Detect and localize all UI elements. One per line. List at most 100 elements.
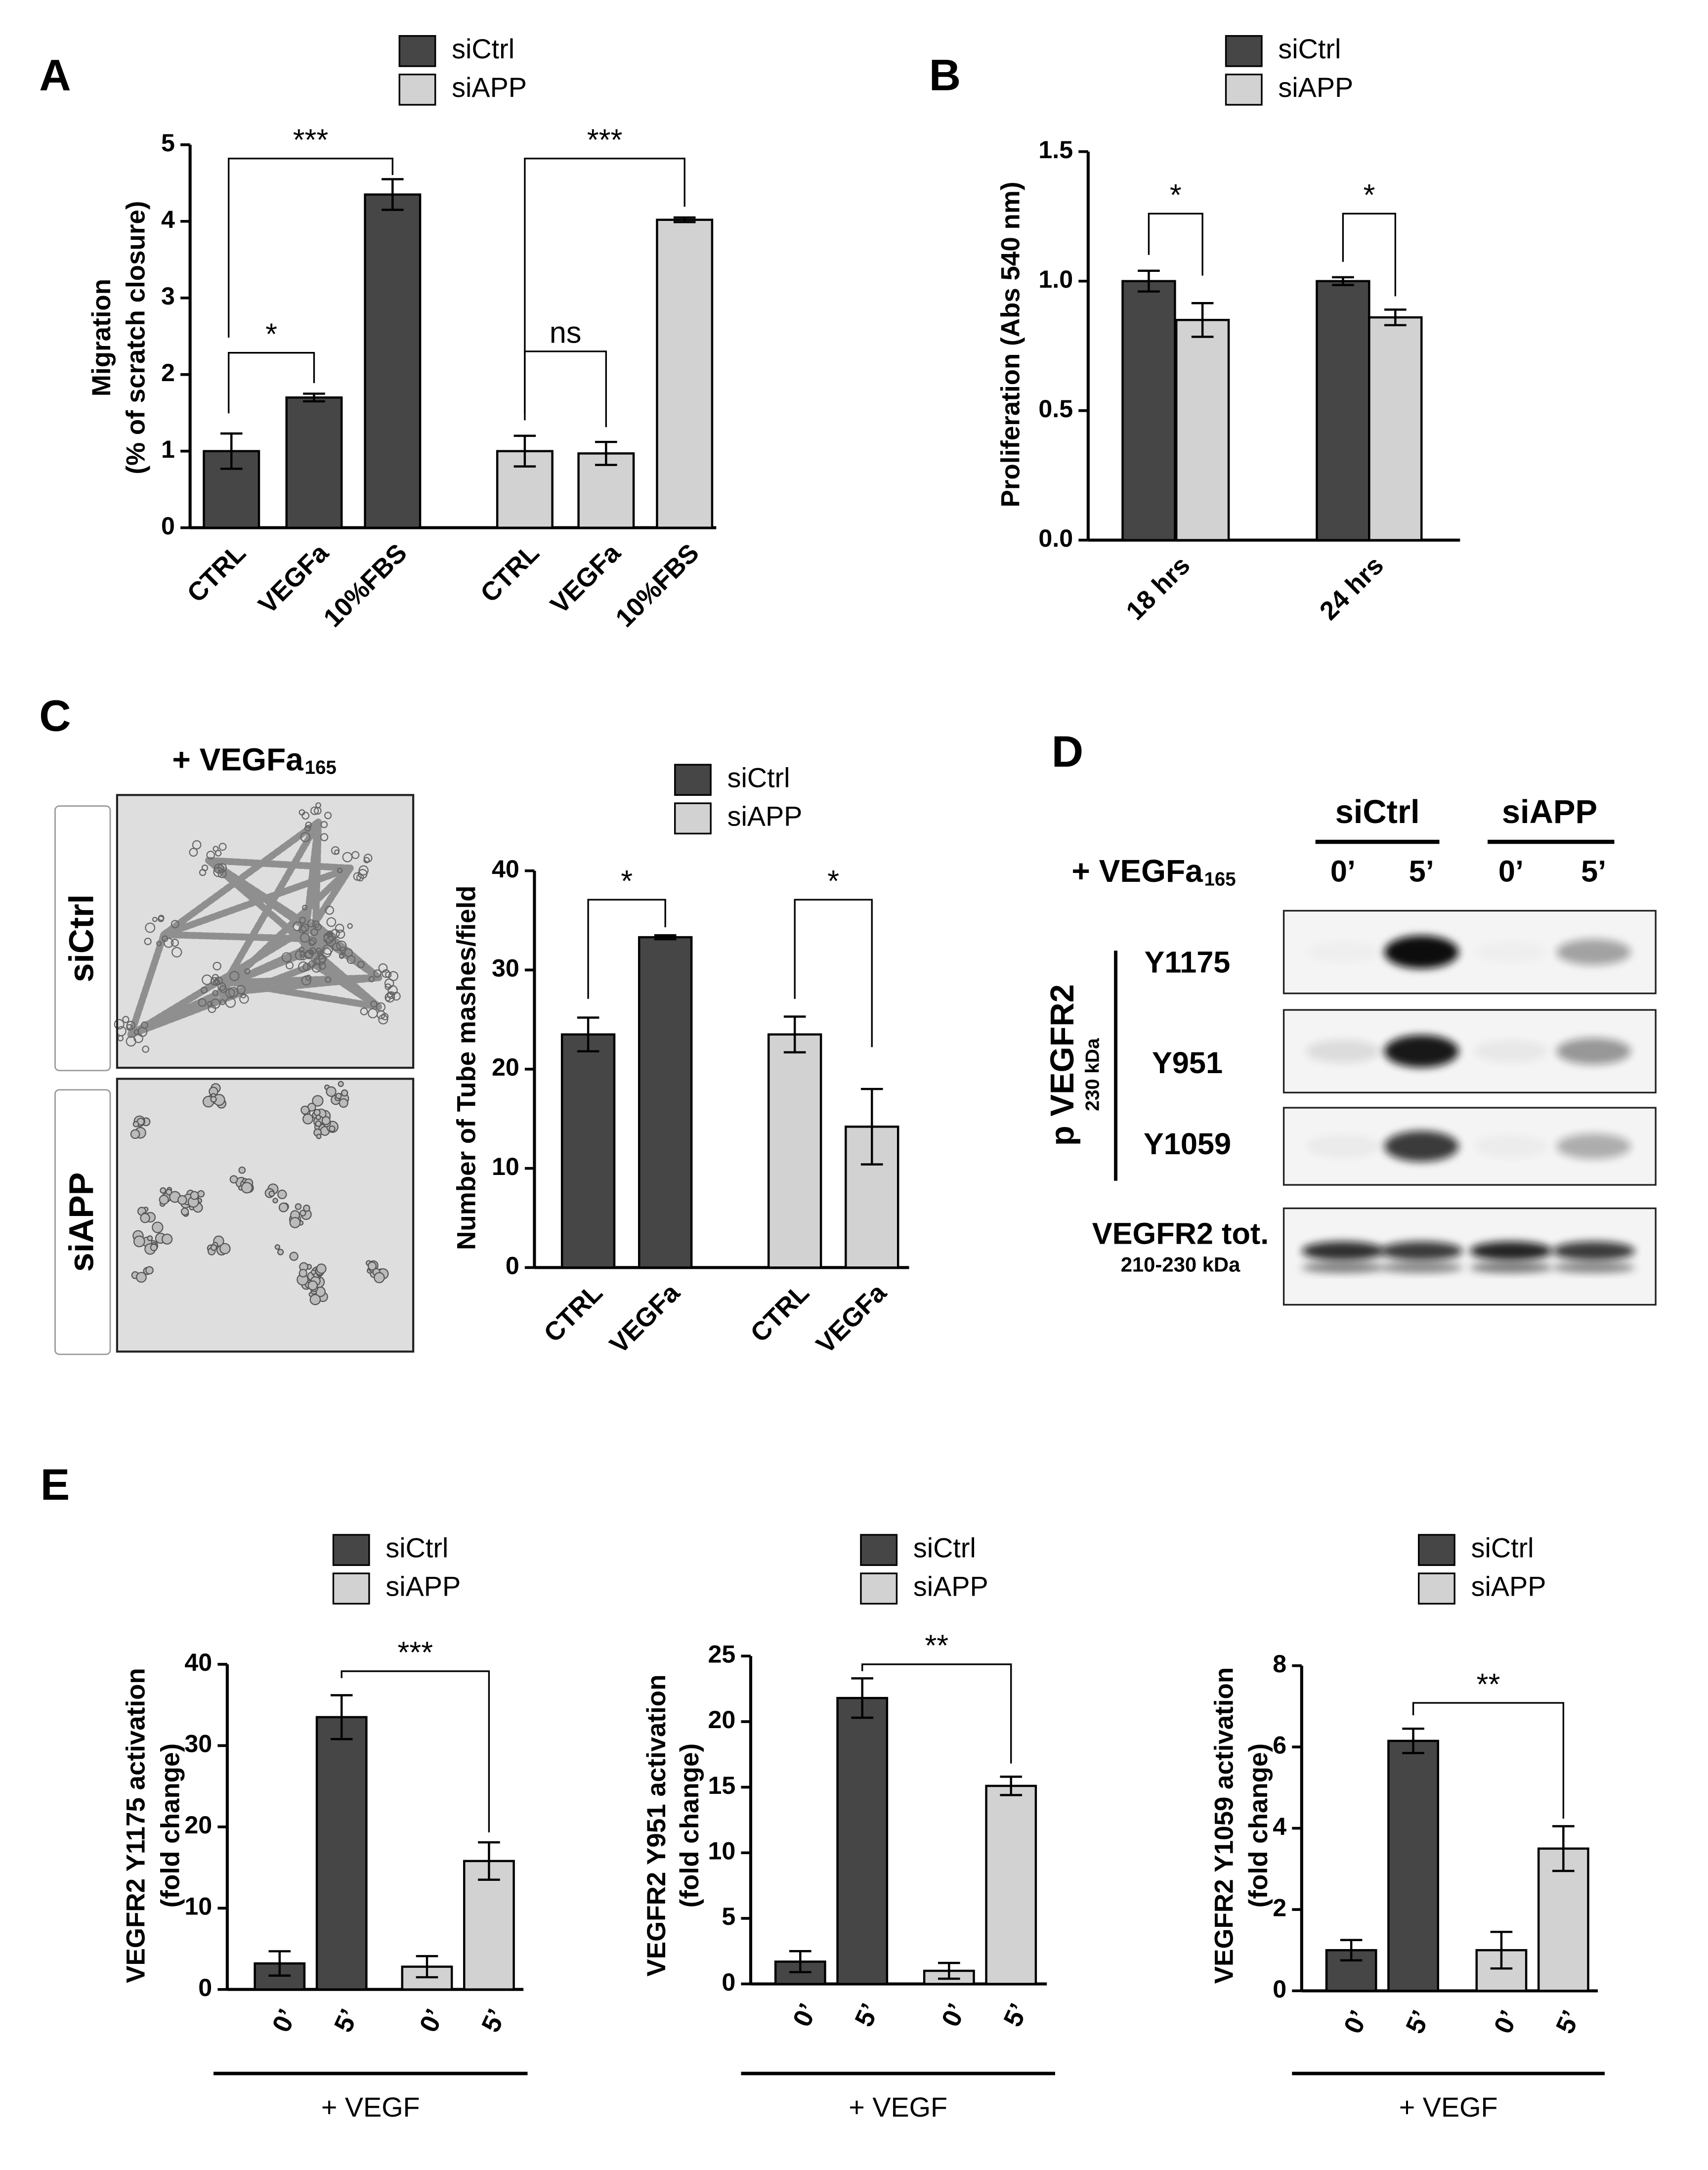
y-axis-label: Migration	[87, 279, 116, 396]
error-bar	[1552, 1825, 1575, 1872]
phospho-sublabel: 230 kDa	[1082, 1038, 1103, 1111]
error-bar	[1138, 269, 1160, 293]
cell	[240, 993, 247, 998]
legend-label: siCtrl	[452, 34, 514, 64]
cell	[229, 1175, 238, 1184]
significance-bracket	[227, 351, 315, 414]
y-tick-label: 20	[708, 1706, 736, 1734]
y-tick-label: 2	[1273, 1894, 1286, 1921]
band	[1380, 1262, 1463, 1273]
y-tick-label: 0	[1273, 1975, 1286, 2003]
y-axis-label: VEGFR2 Y951 activation	[642, 1675, 671, 1977]
row-label: siCtrl	[62, 894, 100, 982]
cell	[295, 1203, 302, 1210]
cell	[341, 1089, 348, 1097]
cell	[132, 1121, 139, 1128]
legend-label: siCtrl	[1278, 34, 1341, 64]
cell	[147, 1235, 153, 1241]
cell	[308, 949, 314, 955]
cell	[274, 1244, 280, 1250]
cell	[144, 937, 152, 946]
error-bar	[303, 392, 325, 403]
cell	[239, 994, 249, 1004]
y-axis-label: (fold change)	[156, 1743, 185, 1908]
error-bar	[1402, 1727, 1424, 1754]
cell	[342, 852, 353, 863]
cell	[325, 936, 336, 947]
cell	[322, 948, 332, 957]
cell	[316, 948, 322, 954]
group-label: siCtrl	[1335, 793, 1420, 830]
cell	[228, 987, 239, 998]
error-bar	[1340, 1939, 1363, 1962]
cell	[307, 919, 315, 928]
total-label: VEGFR2 tot.	[1092, 1216, 1269, 1250]
error-bar	[595, 440, 617, 466]
band	[1474, 941, 1548, 963]
y-tick-label: 3	[161, 282, 175, 310]
cell	[324, 812, 332, 820]
cell	[163, 938, 174, 948]
bar	[656, 218, 714, 529]
cell	[212, 990, 218, 996]
significance-label: *	[827, 864, 839, 898]
cell	[335, 923, 344, 933]
error-bar	[268, 1950, 291, 1977]
cell	[326, 917, 337, 927]
cell	[305, 974, 312, 981]
y-tick-label: 10	[492, 1153, 519, 1180]
significance-bracket	[1342, 213, 1397, 297]
cell	[353, 872, 362, 881]
bar	[1121, 280, 1176, 541]
significance-label: *	[1170, 177, 1182, 212]
cell	[277, 1249, 284, 1256]
cell	[210, 998, 221, 1009]
y-tick-label: 4	[1273, 1813, 1286, 1840]
cell	[272, 1198, 278, 1204]
cell	[316, 1263, 327, 1274]
cell	[160, 1187, 167, 1194]
cell	[325, 906, 334, 915]
legend-swatch	[1418, 1572, 1455, 1605]
cell	[200, 986, 208, 994]
error-bar	[220, 432, 243, 470]
band	[1469, 1241, 1553, 1261]
cell	[391, 992, 401, 1001]
cell	[299, 1210, 306, 1216]
bar	[1325, 1949, 1377, 1992]
cell	[126, 1021, 135, 1030]
cell	[218, 842, 227, 851]
bar	[463, 1860, 515, 1991]
y-tick-label: 4	[161, 206, 175, 233]
row-label: siAPP	[62, 1172, 100, 1272]
y-axis-label: Number of Tube mashes/field	[452, 885, 481, 1250]
cell	[122, 1016, 129, 1023]
cell	[303, 1204, 310, 1212]
cell	[210, 1244, 217, 1251]
bar	[1316, 280, 1370, 541]
micrograph-frame	[116, 1078, 415, 1353]
band	[1306, 1135, 1380, 1158]
cell	[300, 1105, 310, 1115]
cell	[277, 1189, 287, 1199]
cell	[336, 929, 345, 939]
band	[1301, 1241, 1385, 1261]
cell	[213, 961, 221, 971]
bar	[254, 1962, 306, 1991]
y-tick-label: 25	[708, 1641, 736, 1668]
cell	[299, 951, 306, 957]
blot-strip	[1282, 1107, 1657, 1186]
cell	[384, 978, 394, 989]
cell	[289, 1216, 301, 1228]
legend-swatch	[398, 73, 436, 106]
bar	[560, 1033, 616, 1269]
cell	[325, 976, 332, 983]
cell	[289, 1252, 299, 1261]
y-tick-label: 20	[184, 1811, 212, 1839]
micrograph-image	[54, 794, 415, 1072]
band	[1556, 939, 1631, 965]
y-axis-label: VEGFR2 Y1059 activation	[1210, 1667, 1239, 1984]
cell	[357, 960, 365, 968]
cell	[305, 822, 312, 828]
cell	[133, 1235, 145, 1248]
